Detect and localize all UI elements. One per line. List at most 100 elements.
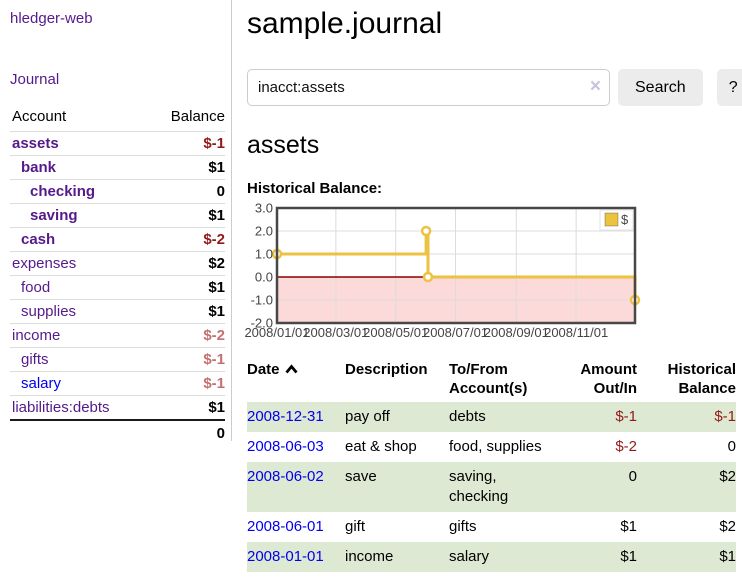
- col-date-label: Date: [247, 361, 280, 378]
- transaction-balance: $-1: [637, 402, 736, 432]
- account-balance: $-1: [149, 131, 225, 156]
- account-link[interactable]: income: [12, 327, 61, 344]
- transaction-amount: $1: [620, 518, 637, 535]
- register-row: 2008-06-03 eat & shop food, supplies $-2…: [247, 432, 736, 462]
- transaction-accounts: debts: [449, 402, 549, 432]
- account-link[interactable]: salary: [21, 375, 62, 392]
- account-row: income $-2: [10, 323, 225, 348]
- transaction-balance: $2: [719, 518, 736, 535]
- account-balance: $-1: [149, 347, 225, 372]
- page-title: sample.journal: [247, 7, 443, 40]
- account-row: food $1: [10, 275, 225, 300]
- x-tick-label: 2008/01/01: [244, 325, 309, 340]
- x-tick-label: 2008/03/01: [303, 325, 368, 340]
- col-description: Description: [345, 361, 428, 378]
- chart-border: [275, 206, 637, 325]
- x-tick-label: 2008/11/01: [544, 325, 608, 340]
- account-balance: $1: [149, 155, 225, 180]
- transaction-balance: $1: [637, 542, 736, 572]
- account-balance: 0: [149, 179, 225, 204]
- account-row: salary $-1: [10, 371, 225, 396]
- transaction-description: income: [345, 542, 449, 572]
- transaction-accounts: gifts: [449, 518, 477, 535]
- transaction-date-link[interactable]: 2008-06-02: [247, 468, 324, 485]
- y-tick-label: 2.0: [255, 224, 273, 239]
- account-balance: $1: [149, 203, 225, 228]
- account-row: expenses $2: [10, 251, 225, 276]
- accounts-total: 0: [149, 419, 225, 446]
- transaction-date-link[interactable]: 2008-06-03: [247, 438, 324, 455]
- account-link[interactable]: gifts: [21, 351, 49, 368]
- account-heading: assets: [247, 131, 320, 159]
- y-tick-label: 0.0: [255, 270, 273, 285]
- transaction-balance: 0: [727, 438, 736, 455]
- accounts-total-row: 0: [10, 419, 225, 446]
- account-row: checking 0: [10, 179, 225, 204]
- account-row: saving $1: [10, 203, 225, 228]
- transaction-accounts: food, supplies: [449, 438, 542, 455]
- transaction-date-link[interactable]: 2008-01-01: [247, 548, 324, 565]
- accounts-header-account: Account: [12, 108, 67, 125]
- search-form: × Search ?: [247, 69, 742, 106]
- sidebar-nav: Journal: [10, 71, 225, 88]
- sidebar: hledger-web Journal Account Balance asse…: [0, 0, 232, 446]
- transaction-date-link[interactable]: 2008-12-31: [247, 408, 324, 425]
- account-link[interactable]: saving: [30, 207, 78, 224]
- account-link[interactable]: liabilities:debts: [12, 399, 110, 416]
- account-row: supplies $1: [10, 299, 225, 324]
- account-balance: $1: [149, 395, 225, 420]
- col-date[interactable]: Date: [247, 360, 345, 402]
- account-link[interactable]: bank: [21, 159, 57, 176]
- account-row: assets $-1: [10, 131, 225, 156]
- account-link[interactable]: assets: [12, 135, 59, 152]
- transaction-amount: $-1: [549, 402, 637, 432]
- register-row: 2008-06-02 save saving, checking 0 $2: [247, 462, 736, 512]
- account-link[interactable]: supplies: [21, 303, 77, 320]
- legend-swatch: [604, 212, 619, 227]
- search-button[interactable]: Search: [618, 69, 703, 106]
- app-brand-link[interactable]: hledger-web: [10, 10, 93, 27]
- transaction-description: save: [345, 462, 449, 512]
- account-link[interactable]: expenses: [12, 255, 77, 272]
- account-row: gifts $-1: [10, 347, 225, 372]
- data-point: [422, 271, 434, 283]
- historical-balance-chart: $3.0 2.0 1.0 0.0 -1.0 -2.02008/01/012008/03/0…: [244, 201, 641, 340]
- col-tofrom: To/From Account(s): [449, 361, 528, 397]
- register-table: Date Description To/From Account(s) Amou…: [247, 360, 736, 572]
- y-tick-label: -2.0: [251, 316, 273, 331]
- clear-search-icon[interactable]: ×: [589, 76, 601, 97]
- sort-ascending-icon: [284, 364, 298, 374]
- transaction-date-link[interactable]: 2008-06-01: [247, 518, 324, 535]
- accounts-header-balance: Balance: [170, 108, 225, 125]
- account-link[interactable]: checking: [30, 183, 96, 200]
- x-tick-label: 2008/07/01: [423, 325, 488, 340]
- legend-label: $: [621, 212, 629, 227]
- account-balance: $-2: [149, 323, 225, 348]
- account-link[interactable]: cash: [21, 231, 56, 248]
- nav-journal-link[interactable]: Journal: [10, 71, 60, 88]
- account-balance: $2: [149, 251, 225, 276]
- account-balance: $1: [149, 299, 225, 324]
- accounts-header-row: Account Balance: [10, 105, 225, 132]
- account-link[interactable]: food: [21, 279, 51, 296]
- account-balance: $-2: [149, 227, 225, 252]
- register-header-row: Date Description To/From Account(s) Amou…: [247, 360, 736, 402]
- y-tick-label: 3.0: [255, 201, 273, 216]
- transaction-accounts: saving, checking: [449, 462, 549, 512]
- transaction-balance: $2: [637, 462, 736, 512]
- y-tick-label: -1.0: [251, 293, 273, 308]
- transaction-amount: 0: [549, 462, 637, 512]
- data-point: [420, 225, 432, 237]
- transaction-amount: $1: [549, 542, 637, 572]
- col-amount: Amount Out/In: [580, 361, 637, 397]
- app-brand: hledger-web: [10, 10, 225, 27]
- transaction-description: gift: [345, 518, 366, 535]
- transaction-description: eat & shop: [345, 438, 417, 455]
- col-balance: Historical Balance: [667, 361, 736, 397]
- transaction-amount: $-2: [615, 438, 637, 455]
- account-row: bank $1: [10, 155, 225, 180]
- main-content: sample.journal × Search ? assets Histori…: [244, 0, 742, 572]
- help-button[interactable]: ?: [716, 69, 742, 106]
- account-row: liabilities:debts $1: [10, 395, 225, 420]
- search-input[interactable]: [247, 69, 610, 106]
